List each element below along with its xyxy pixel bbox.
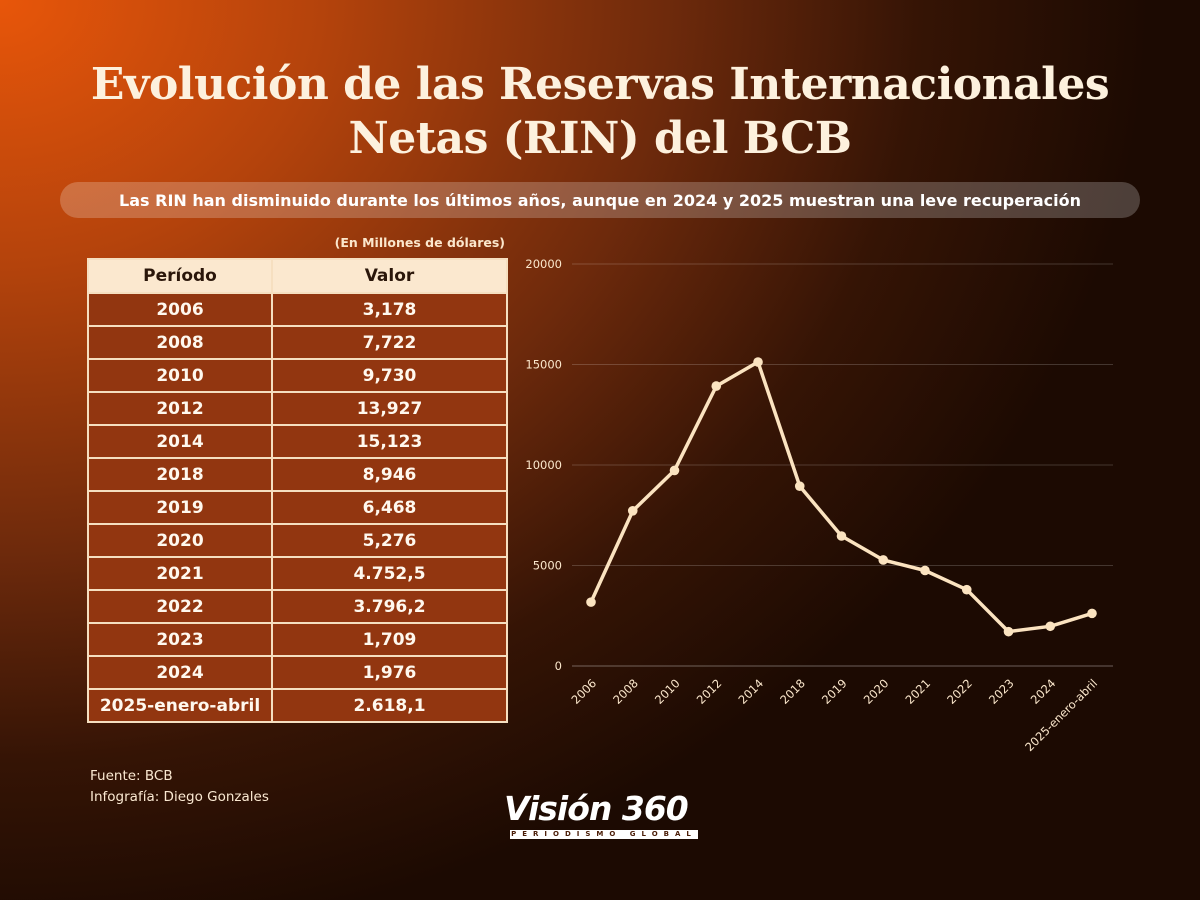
- y-tick-label: 5000: [533, 559, 562, 573]
- period-cell: 2025-enero-abril: [87, 688, 273, 723]
- data-point: [669, 465, 680, 476]
- period-cell: 2014: [87, 424, 273, 459]
- table-row: 2023 1,709: [87, 622, 508, 657]
- x-axis-ticks: 2006 2008 2010 2012 2014 2018 2019 2020 2021 2022…: [569, 676, 1101, 754]
- x-tick-label: 2021: [903, 676, 934, 707]
- data-point: [711, 381, 722, 391]
- series-points: [586, 357, 1097, 637]
- data-point: [836, 531, 847, 541]
- title-line-2: Netas (RIN) del BCB: [348, 113, 852, 164]
- value-cell: 13,927: [271, 391, 508, 426]
- period-cell: 2008: [87, 325, 273, 360]
- table-row: 2022 3.796,2: [87, 589, 508, 624]
- table-row: 2019 6,468: [87, 490, 508, 525]
- x-tick-label: 2018: [777, 676, 808, 707]
- period-cell: 2018: [87, 457, 273, 492]
- y-tick-label: 15000: [525, 358, 562, 372]
- value-cell: 6,468: [271, 490, 508, 525]
- unit-note: (En Millones de dólares): [334, 235, 505, 250]
- table-row: 2021 4.752,5: [87, 556, 508, 591]
- data-point: [586, 597, 596, 607]
- x-tick-label: 2020: [861, 676, 892, 707]
- x-tick-label: 2022: [944, 676, 975, 707]
- value-cell: 9,730: [271, 358, 508, 393]
- table-row: 2024 1,976: [87, 655, 508, 690]
- data-table: Período Valor 2006 3,178 2008 7,722 2010 9,…: [87, 258, 508, 723]
- data-point: [920, 565, 930, 576]
- subtitle-banner: Las RIN han disminuido durante los últim…: [60, 182, 1140, 218]
- subtitle-text: Las RIN han disminuido durante los últim…: [119, 190, 1081, 210]
- value-cell: 1,976: [271, 655, 508, 690]
- page-title: Evolución de las Reservas Internacionale…: [0, 58, 1200, 166]
- table-row: 2008 7,722: [87, 325, 508, 360]
- column-header-period: Período: [87, 258, 273, 294]
- period-cell: 2020: [87, 523, 273, 558]
- x-tick-label: 2014: [736, 676, 767, 707]
- author-credit: Infografía: Diego Gonzales: [90, 789, 269, 805]
- data-point: [753, 357, 763, 367]
- data-point: [1003, 626, 1014, 637]
- data-point: [1087, 608, 1097, 619]
- x-tick-label: 2023: [986, 676, 1017, 707]
- x-tick-label: 2025-enero-abril: [1022, 676, 1100, 754]
- period-cell: 2012: [87, 391, 273, 426]
- value-cell: 15,123: [271, 424, 508, 459]
- x-tick-label: 2008: [610, 676, 641, 707]
- value-cell: 5,276: [271, 523, 508, 558]
- data-point: [878, 555, 889, 565]
- logo-name: Visión 360: [504, 789, 689, 828]
- period-cell: 2024: [87, 655, 273, 690]
- title-line-1: Evolución de las Reservas Internacionale…: [90, 59, 1110, 110]
- y-axis-ticks: 0 5000 10000 15000 20000: [525, 257, 562, 673]
- period-cell: 2019: [87, 490, 273, 525]
- value-cell: 7,722: [271, 325, 508, 360]
- period-cell: 2006: [87, 292, 273, 327]
- source-credit: Fuente: BCB: [90, 768, 173, 784]
- x-tick-label: 2006: [569, 676, 600, 707]
- table-row: 2025-enero-abril 2.618,1: [87, 688, 508, 723]
- credits: Fuente: BCB Infografía: Diego Gonzales: [90, 766, 269, 808]
- table-row: 2018 8,946: [87, 457, 508, 492]
- value-cell: 3.796,2: [271, 589, 508, 624]
- value-cell: 3,178: [271, 292, 508, 327]
- y-tick-label: 10000: [525, 458, 562, 472]
- value-cell: 4.752,5: [271, 556, 508, 591]
- period-cell: 2022: [87, 589, 273, 624]
- table-row: 2014 15,123: [87, 424, 508, 459]
- table-row: 2020 5,276: [87, 523, 508, 558]
- column-header-value: Valor: [271, 258, 508, 294]
- data-point: [627, 505, 638, 516]
- x-tick-label: 2010: [652, 676, 683, 707]
- series-line-rin: [589, 360, 1094, 634]
- table-header-row: Período Valor: [87, 258, 508, 294]
- value-cell: 8,946: [271, 457, 508, 492]
- table-row: 2012 13,927: [87, 391, 508, 426]
- vision360-logo: Visión 360 PERIODISMO GLOBAL: [504, 790, 700, 842]
- chart-grid: [572, 263, 1113, 667]
- value-cell: 1,709: [271, 622, 508, 657]
- period-cell: 2021: [87, 556, 273, 591]
- x-tick-label: 2012: [694, 676, 725, 707]
- x-tick-label: 2024: [1028, 676, 1059, 707]
- y-tick-label: 0: [555, 659, 562, 673]
- period-cell: 2010: [87, 358, 273, 393]
- period-cell: 2023: [87, 622, 273, 657]
- table-row: 2006 3,178: [87, 292, 508, 327]
- value-cell: 2.618,1: [271, 688, 508, 723]
- table-row: 2010 9,730: [87, 358, 508, 393]
- y-tick-label: 20000: [525, 257, 562, 271]
- data-point: [961, 584, 972, 595]
- logo-tagline: PERIODISMO GLOBAL: [510, 830, 698, 839]
- x-tick-label: 2019: [819, 676, 850, 707]
- data-point: [1045, 621, 1056, 632]
- data-point: [794, 481, 805, 491]
